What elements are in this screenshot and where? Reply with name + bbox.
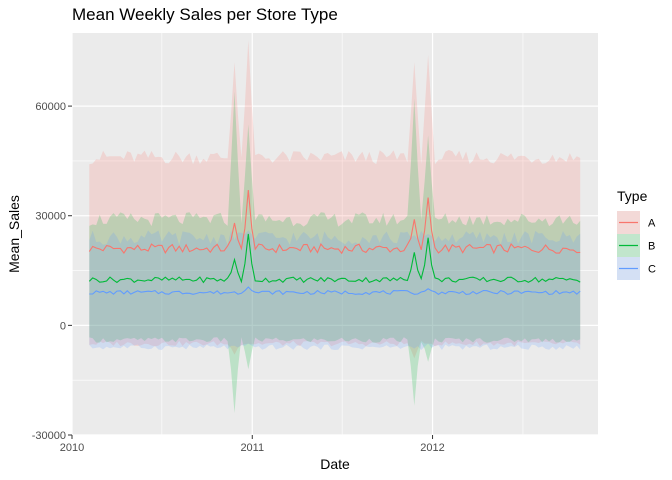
x-tick-label: 2011 [240,442,264,454]
x-axis-title: Date [320,456,350,472]
y-tick-label: 30000 [35,211,66,223]
series-lines [88,190,581,296]
x-tick-label: 2010 [60,442,84,454]
legend: Type ABC [617,188,656,280]
legend-title: Type [617,188,648,204]
legend-label-B: B [648,241,655,253]
series-line-C [89,286,581,296]
series-line-A [88,190,581,255]
y-axis-title: Mean_Sales [6,195,22,273]
x-tick-label: 2012 [420,442,444,454]
legend-label-C: C [648,264,656,276]
y-tick-label: -30000 [32,430,66,442]
chart-title: Mean Weekly Sales per Store Type [72,5,338,24]
legend-label-A: A [648,218,656,230]
y-tick-label: 0 [60,320,66,332]
plot-panel [72,33,598,435]
x-axis: 2010 2011 2012 [60,435,445,454]
series-ribbon-C [89,230,581,350]
series-line-B [88,233,581,284]
series-ribbon-B [89,91,581,414]
y-axis: -30000 0 30000 60000 [32,101,72,442]
y-tick-label: 60000 [35,101,66,113]
